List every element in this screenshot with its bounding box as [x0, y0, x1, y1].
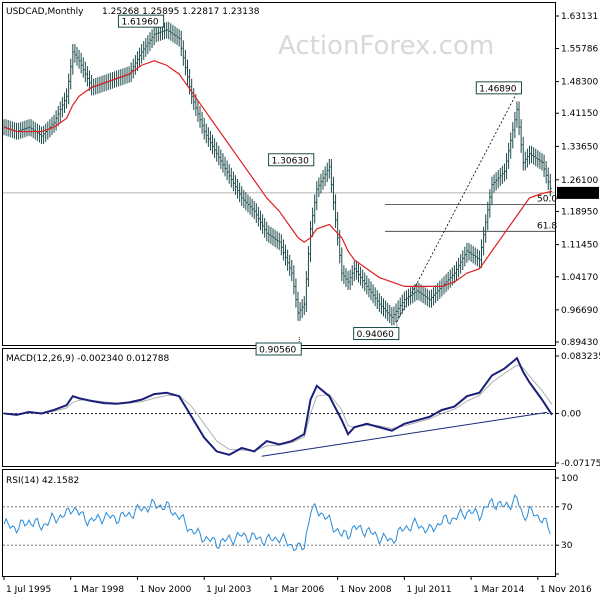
annotation-label: 1.30630 — [272, 156, 309, 166]
rsi-y-tick-label: 70 — [561, 503, 573, 513]
macd-signal-line — [3, 364, 553, 452]
macd-y-tick-label: 0.00 — [561, 409, 581, 419]
price-y-tick-label: 1.26100 — [561, 176, 598, 186]
price-y-tick-label: 0.89430 — [561, 338, 598, 348]
x-axis: 1 Jul 1995 1 Mar 1998 1 Nov 2000 1 Jul 2003… — [3, 576, 592, 595]
price-y-tick-label: 1.41150 — [561, 109, 598, 119]
price-fib-levels: 50.0 61.8 — [3, 87, 557, 322]
x-tick-label: 1 Mar 1998 — [73, 585, 125, 595]
fib-level-label: 50.0 — [537, 194, 557, 204]
last-price-marker — [557, 186, 599, 199]
ohlc-header: 1.25268 1.25895 1.22817 1.23138 — [102, 7, 260, 17]
x-tick-label: 1 Mar 2006 — [273, 585, 325, 595]
macd-y-tick-label: -0.071752 — [561, 459, 600, 469]
watermark: ActionForex.com — [278, 31, 494, 61]
price-y-tick-label: 1.63131 — [561, 12, 598, 22]
x-tick-label: 1 Nov 2016 — [540, 585, 592, 595]
macd-trendline — [261, 411, 548, 457]
last-price-label: 1.23138 — [560, 189, 597, 199]
fib-level-label: 61.8 — [537, 221, 557, 231]
price-y-tick-label: 1.18950 — [561, 207, 598, 217]
rsi-title: RSI(14) 42.1582 — [6, 476, 79, 486]
price-series — [3, 21, 552, 326]
price-y-tick-label: 1.48300 — [561, 78, 598, 88]
x-tick-label: 1 Jul 1995 — [6, 585, 51, 595]
macd-line — [3, 356, 553, 456]
macd-y-tick-label: 0.083235 — [561, 352, 600, 362]
rsi-panel-frame — [2, 469, 556, 577]
price-annotations: 1.61960 1.30630 0.90560 0.94060 1.46890 — [117, 14, 522, 356]
price-y-tick-label: 0.96690 — [561, 306, 598, 316]
x-tick-label: 1 Jul 2003 — [206, 585, 251, 595]
annotation-box — [268, 153, 315, 167]
rsi-panel: 100 70 30 — [3, 474, 578, 575]
annotation-box — [353, 327, 400, 341]
annotation-label: 0.90560 — [259, 346, 296, 356]
annotation-label: 0.94060 — [357, 330, 394, 340]
x-tick-label: 1 Jul 2011 — [406, 585, 451, 595]
annotation-box — [255, 342, 302, 356]
macd-panel: 0.083235 0.00 -0.071752 — [3, 352, 600, 469]
annotation-label: 1.61960 — [121, 18, 158, 28]
x-tick-label: 1 Nov 2000 — [139, 585, 191, 595]
rsi-y-tick-label: 30 — [561, 541, 573, 551]
macd-panel-frame — [2, 348, 556, 467]
price-y-tick-label: 1.11450 — [561, 241, 598, 251]
annotation-box — [475, 81, 522, 95]
chart-title: USDCAD,Monthly — [6, 7, 84, 17]
annotation-label: 1.46890 — [479, 84, 516, 94]
x-tick-label: 1 Nov 2008 — [340, 585, 392, 595]
moving-average — [3, 60, 553, 287]
price-y-tick-label: 1.33650 — [561, 142, 598, 152]
moving-average-line — [3, 60, 553, 287]
x-tick-label: 1 Mar 2014 — [473, 585, 525, 595]
annotation-box — [117, 14, 165, 28]
price-y-axis: 1.63131 1.55786 1.48300 1.41150 1.33650 1.261… — [555, 12, 599, 348]
price-y-tick-label: 1.04170 — [561, 273, 598, 283]
macd-title: MACD(12,26,9) -0.002340 0.012788 — [6, 354, 169, 364]
rsi-line — [3, 494, 551, 552]
price-y-tick-label: 1.55786 — [561, 44, 598, 54]
rsi-y-tick-label: 100 — [561, 474, 578, 484]
